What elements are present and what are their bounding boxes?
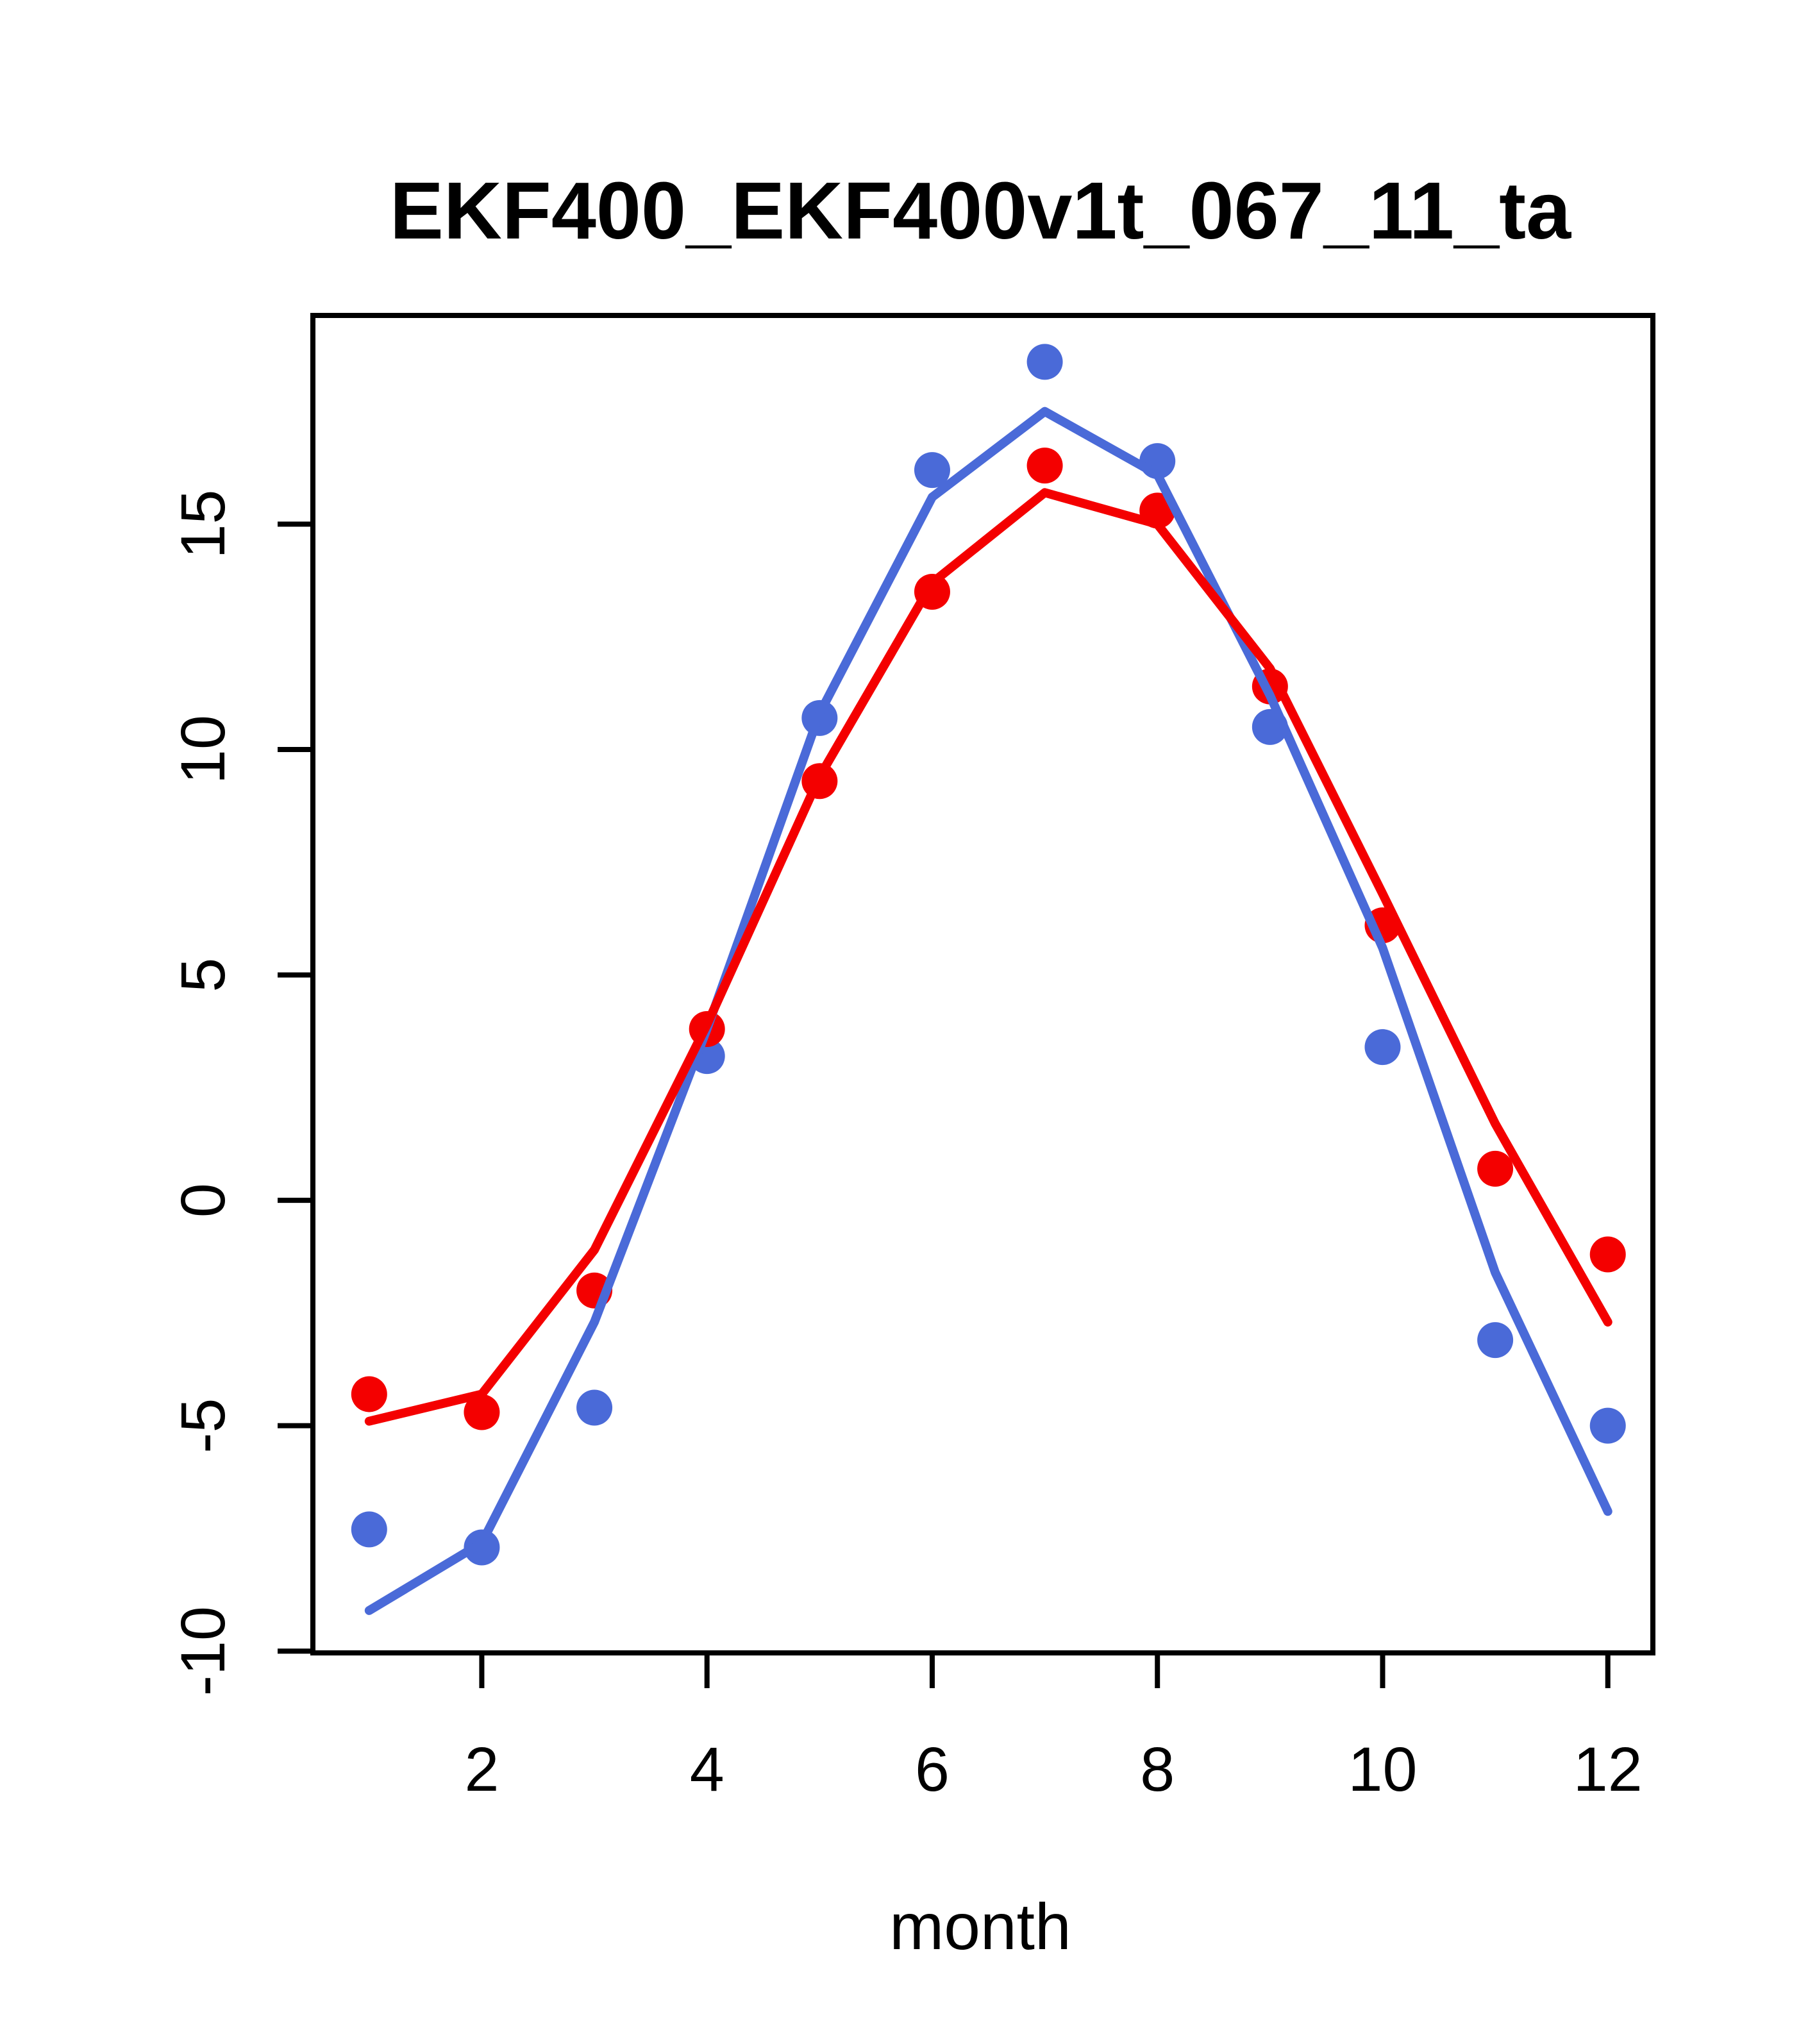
red-point xyxy=(464,1394,500,1430)
red-point xyxy=(1589,1236,1626,1273)
x-tick-label: 4 xyxy=(690,1734,724,1804)
red-line xyxy=(364,488,1612,1426)
blue-line xyxy=(364,406,1612,1615)
red-point xyxy=(351,1376,387,1412)
red-point xyxy=(1026,448,1063,484)
red-points xyxy=(351,448,1626,1430)
plot-box xyxy=(310,313,1655,1655)
blue-point xyxy=(914,452,950,489)
series-layer xyxy=(351,344,1626,1615)
x-tick-label: 10 xyxy=(1348,1734,1418,1804)
axis-ticks xyxy=(278,521,1611,1688)
y-tick-label: -10 xyxy=(168,1606,238,1696)
blue-point xyxy=(576,1389,613,1426)
x-axis-label: month xyxy=(889,1890,1071,1963)
x-tick-label: 12 xyxy=(1573,1734,1643,1804)
y-tick-label: 0 xyxy=(168,1183,238,1218)
y-tick-label: -5 xyxy=(168,1398,238,1453)
blue-point xyxy=(1364,1029,1401,1066)
x-tick-label: 6 xyxy=(915,1734,950,1804)
y-tick-label: 10 xyxy=(168,715,238,784)
blue-point xyxy=(1026,344,1063,380)
blue-point xyxy=(1477,1322,1514,1359)
red-point xyxy=(1477,1150,1514,1187)
blue-points xyxy=(351,344,1626,1566)
x-tick-label: 8 xyxy=(1140,1734,1175,1804)
blue-point xyxy=(1589,1407,1626,1444)
y-tick-label: 15 xyxy=(168,490,238,559)
chart-title: EKF400_EKF400v1t_067_11_ta xyxy=(390,165,1571,256)
blue-point xyxy=(351,1511,387,1548)
x-tick-label: 2 xyxy=(464,1734,499,1804)
axis-tick-labels: 2 4 6 8 10 12 -10 -5 0 5 10 15 xyxy=(168,490,1643,1804)
y-tick-label: 5 xyxy=(168,958,238,993)
